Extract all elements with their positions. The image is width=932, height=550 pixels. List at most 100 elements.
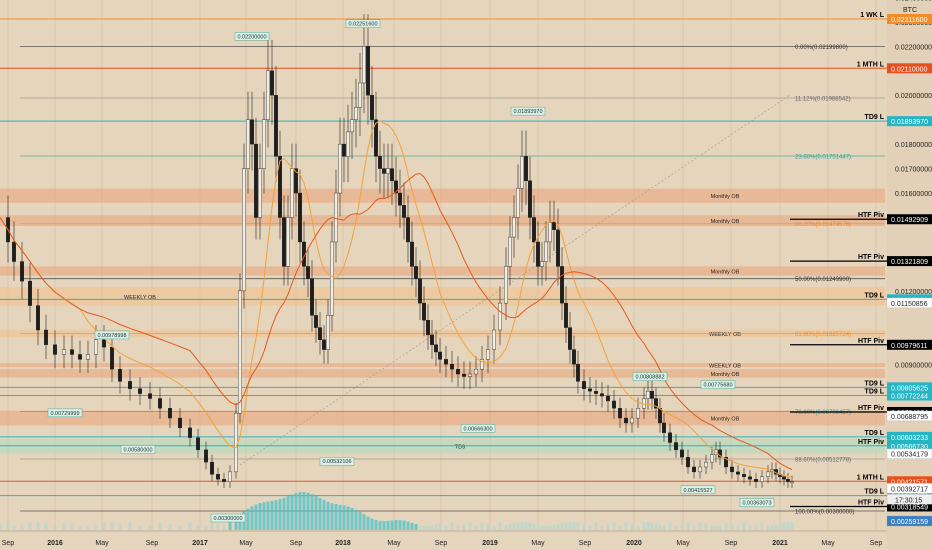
level-label: HTF Piv: [858, 439, 884, 446]
volume-bar: [444, 525, 448, 530]
volume-bar: [44, 523, 48, 530]
volume-bar: [302, 492, 306, 530]
volume-bar: [286, 496, 290, 530]
volume-bar: [290, 494, 294, 530]
price-box-extra: [886, 297, 932, 309]
candle: [748, 476, 753, 480]
volume-bar: [718, 525, 722, 530]
volume-bar: [314, 496, 318, 530]
swing-label: 0.00580000: [123, 448, 152, 454]
volume-bar: [760, 522, 764, 530]
candle: [444, 359, 449, 365]
price-box: [887, 14, 932, 24]
y-tick-label: 0.02200000: [895, 44, 932, 51]
price-box: [887, 431, 932, 442]
volume-bar: [266, 501, 270, 530]
volume-bar: [322, 500, 326, 530]
volume-bar: [576, 522, 580, 530]
candle: [187, 427, 192, 438]
y-tick-label: 0.01700000: [895, 167, 932, 174]
volume-bar: [390, 520, 394, 530]
swing-label-box: [632, 372, 668, 381]
volume-bar: [78, 525, 82, 530]
volume-bar: [724, 523, 728, 530]
candle: [253, 143, 258, 218]
x-tick-label: Sep: [2, 540, 15, 547]
volume-bar: [28, 522, 32, 530]
candle: [215, 474, 220, 480]
swing-label: 0.01893970: [513, 109, 542, 115]
ma-orange: [0, 120, 793, 478]
swing-label: 0.00808882: [635, 375, 664, 381]
trend-line: [239, 94, 791, 466]
level-label: TD9 L: [865, 380, 885, 387]
level-label: HTF Piv: [858, 254, 884, 261]
candle: [742, 474, 747, 477]
volume-bar: [654, 523, 658, 530]
volume-bar: [246, 508, 250, 530]
volume-bar: [790, 522, 794, 530]
candle: [492, 329, 497, 350]
candle: [568, 327, 573, 350]
candle: [338, 143, 343, 194]
volume-bar: [410, 522, 414, 530]
candle: [177, 417, 182, 429]
price-box-label: 0.00979611: [891, 343, 928, 350]
volume-bar: [624, 522, 628, 530]
price-box-label: 0.02311600: [891, 17, 928, 24]
volume-bar: [178, 525, 182, 530]
candle: [322, 339, 327, 350]
level-label: HTF Piv: [858, 405, 884, 412]
price-box-label: 0.00421571: [891, 479, 928, 486]
candle: [766, 471, 771, 477]
volume-bar: [736, 525, 740, 530]
y-tick-label: 0.02000000: [895, 93, 932, 100]
volume-bar: [138, 525, 142, 530]
x-tick-label: 2019: [482, 540, 498, 547]
price-box-extra: [886, 515, 932, 527]
volume-bar: [748, 524, 752, 530]
volume-bar: [222, 525, 226, 530]
candle: [520, 156, 525, 189]
candle: [298, 192, 303, 243]
x-tick-label: May: [676, 540, 690, 547]
volume-bar: [20, 524, 24, 530]
candle: [760, 476, 765, 482]
volume-bar: [778, 523, 782, 530]
swing-label: 0.00300000: [213, 516, 242, 522]
volume-bar: [456, 524, 460, 530]
candle: [258, 168, 263, 218]
fib-label: 23.60%(0.01751447): [795, 155, 851, 161]
candle: [402, 205, 407, 218]
swing-label: 0.02251600: [348, 22, 377, 28]
candle: [290, 168, 295, 218]
price-box-extra: [886, 410, 932, 422]
candle: [786, 479, 791, 482]
price-box-extra: [886, 483, 932, 494]
candle: [245, 119, 250, 169]
volume-bar: [402, 520, 406, 530]
candle: [286, 217, 291, 267]
x-tick-label: Sep: [870, 540, 883, 547]
candle: [221, 479, 226, 482]
candle: [93, 339, 98, 355]
volume-bar: [786, 522, 790, 530]
swing-label-box: [345, 19, 381, 28]
level-label: HTF Piv: [858, 338, 884, 345]
candle: [249, 119, 254, 145]
volume-bar: [36, 522, 40, 530]
swing-label-box: [680, 485, 716, 495]
x-tick-label: Sep: [579, 540, 592, 547]
countdown-box: [886, 494, 932, 505]
volume-bar: [594, 522, 598, 530]
candle: [552, 222, 557, 230]
volume-bar: [704, 523, 708, 530]
volume-bar: [556, 524, 560, 530]
candle: [195, 437, 200, 451]
volume-bar: [350, 507, 354, 530]
candle: [724, 457, 729, 468]
fib-label: 100.00%(0.00300000): [795, 510, 854, 516]
candle: [504, 266, 509, 304]
volume-bar: [294, 493, 298, 530]
